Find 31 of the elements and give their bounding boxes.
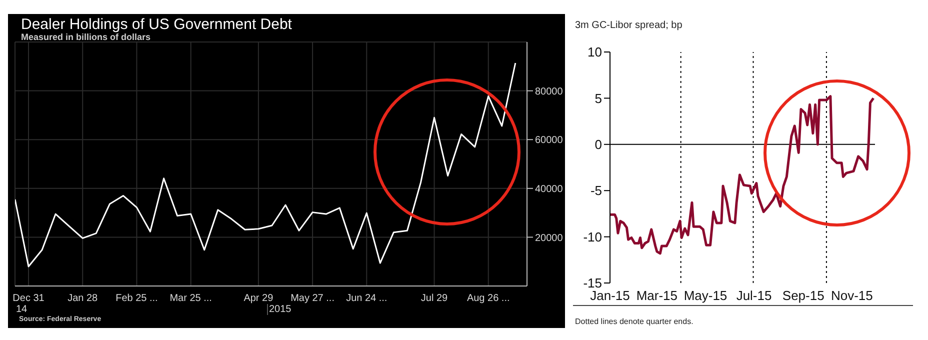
x-tick-label: Jan 28 xyxy=(68,293,98,304)
chart-title: Dealer Holdings of US Government Debt xyxy=(21,16,292,33)
x-tick-label: Jul 29 xyxy=(420,293,448,304)
x-tick-label: Mar 25 ... xyxy=(170,293,212,304)
text: 14 xyxy=(15,304,28,315)
x-tick-label: Mar-15 xyxy=(636,288,678,304)
x-tick-label: May 27 ... xyxy=(290,293,334,304)
x-tick-label: Aug 26 ... xyxy=(466,293,510,304)
x-tick-label: Jul-15 xyxy=(736,288,772,304)
x-tick-label: Sep-15 xyxy=(782,288,824,304)
y-tick-label: -15 xyxy=(583,276,602,291)
chart-subtitle: Measured in billions of dollars xyxy=(21,32,152,42)
x-tick-label: Dec 31 xyxy=(12,293,45,304)
x-tick-label: Jun 24 ... xyxy=(346,293,388,304)
y-tick-label: -10 xyxy=(583,229,602,244)
x-tick-label: May-15 xyxy=(684,288,728,304)
y-tick-label: -5 xyxy=(590,183,602,198)
x-tick-label: Jan-15 xyxy=(590,288,630,304)
x-tick-label: Apr 29 xyxy=(244,293,274,304)
y-tick-label: 60000 xyxy=(535,135,564,146)
text: Dotted lines denote quarter ends. xyxy=(575,317,694,326)
y-tick-label: 40000 xyxy=(535,184,564,195)
x-tick-label: Nov-15 xyxy=(830,288,873,304)
y-tick-label: 10 xyxy=(588,44,602,60)
chart-title: 3m GC-Libor spread; bp xyxy=(575,20,682,31)
y-tick-label: 5 xyxy=(594,90,602,106)
y-tick-label: 20000 xyxy=(535,232,564,244)
text: 2015 xyxy=(267,304,292,315)
y-tick-label: 0 xyxy=(594,137,602,152)
y-tick-label: 80000 xyxy=(535,86,564,98)
x-tick-label: Feb 25 ... xyxy=(116,293,158,304)
